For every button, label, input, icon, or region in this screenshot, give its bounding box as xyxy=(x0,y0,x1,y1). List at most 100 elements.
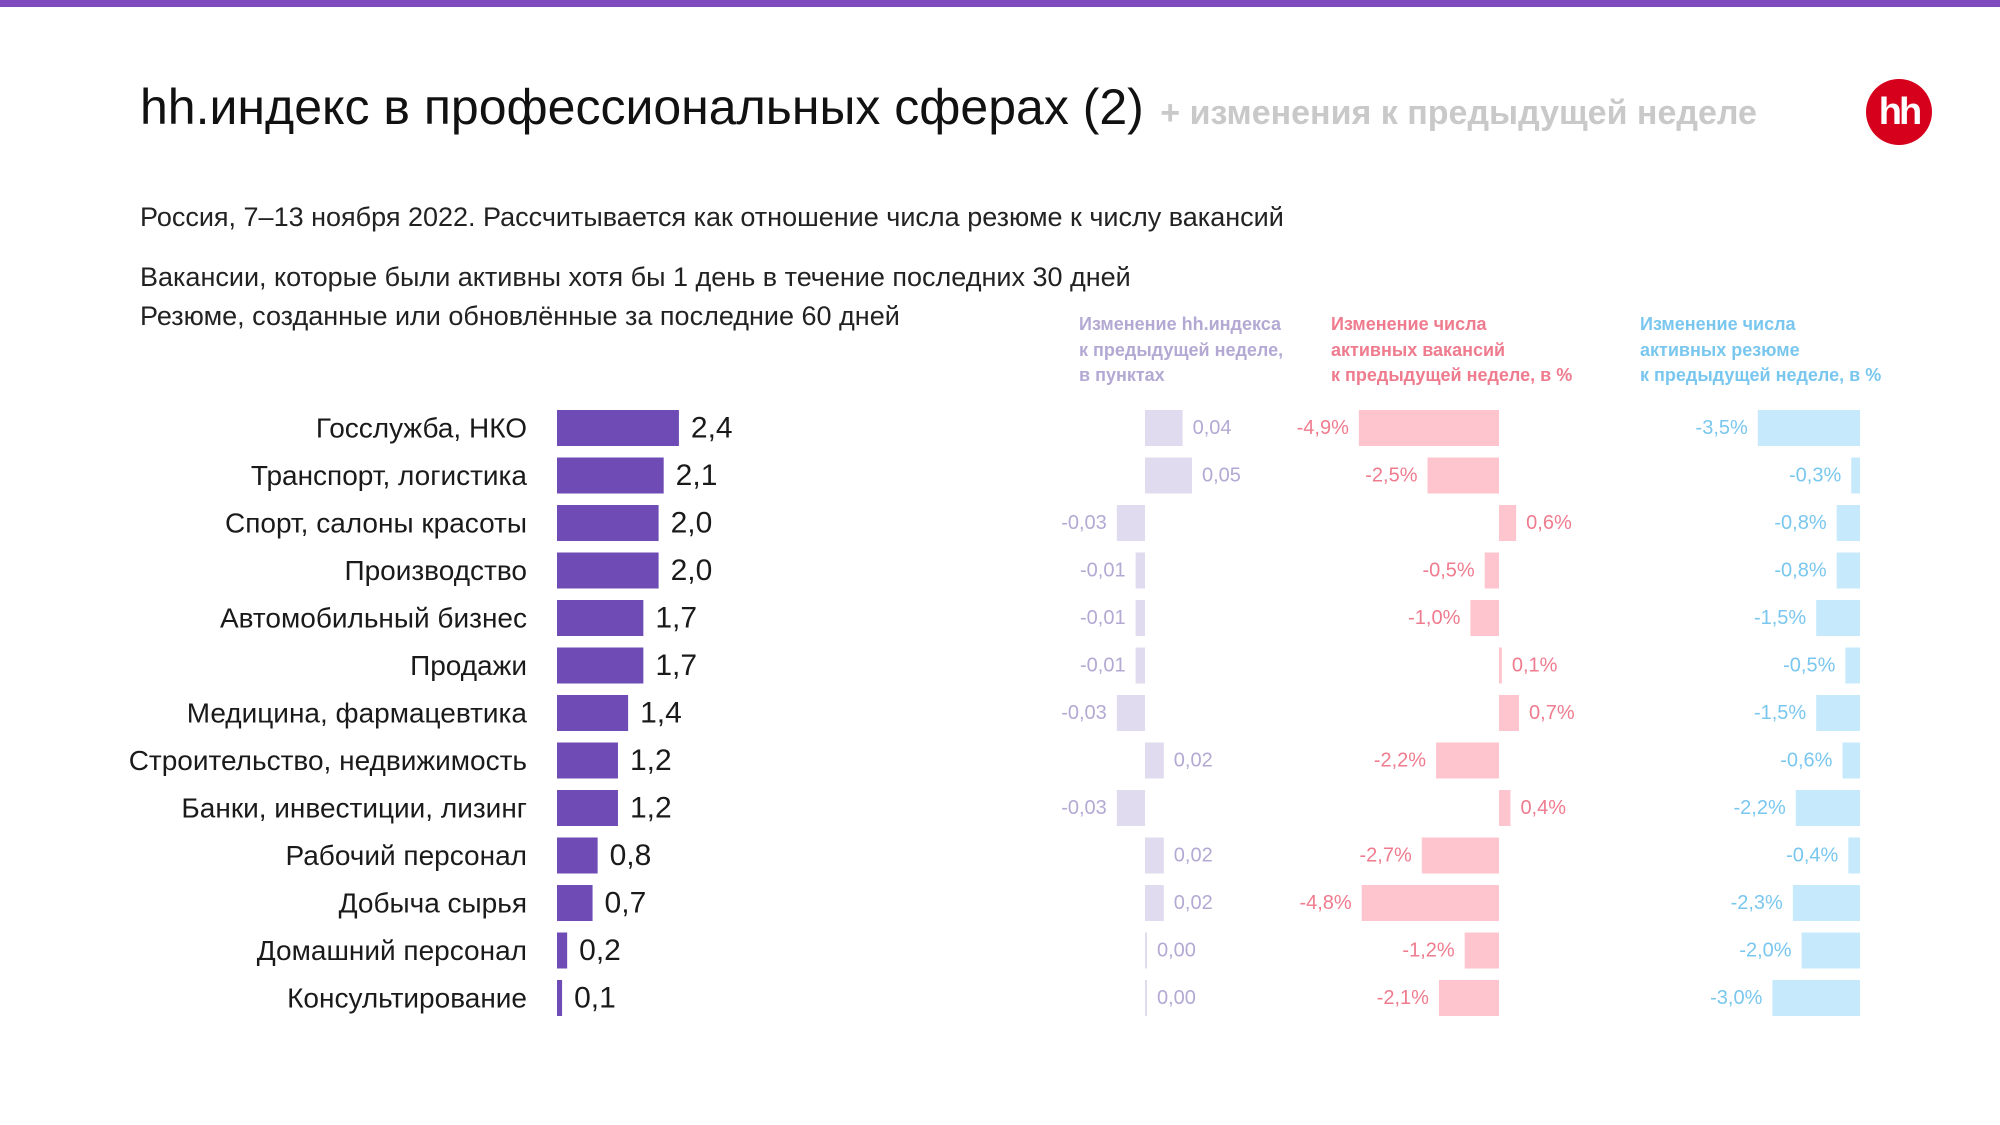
category-label: Производство xyxy=(344,555,527,586)
resumes-change-value-label: -3,0% xyxy=(1710,987,1762,1009)
index-bar xyxy=(557,742,618,779)
index-change-value-label: 0,00 xyxy=(1157,987,1196,1009)
index-change-value-label: 0,02 xyxy=(1174,750,1213,772)
resumes-change-value-label: -0,4% xyxy=(1786,845,1838,867)
resumes-change-bar xyxy=(1816,695,1860,731)
resumes-change-value-label: -1,5% xyxy=(1754,607,1806,629)
resumes-change-bar xyxy=(1842,742,1860,779)
resumes-change-value-label: -0,8% xyxy=(1774,560,1826,582)
category-label: Транспорт, логистика xyxy=(251,460,528,491)
vacancies-change-title-line: Изменение числа xyxy=(1331,314,1487,334)
category-label: Банки, инвестиции, лизинг xyxy=(181,793,527,824)
resumes-change-bar xyxy=(1836,505,1860,541)
vacancies-change-bar xyxy=(1436,742,1499,779)
resumes-change-value-label: -1,5% xyxy=(1754,702,1806,724)
resumes-change-value-label: -0,8% xyxy=(1774,512,1826,534)
index-change-value-label: -0,01 xyxy=(1080,655,1126,677)
index-bar xyxy=(557,600,644,636)
index-change-bar xyxy=(1135,600,1145,636)
resumes-change-bar xyxy=(1836,552,1860,589)
subtitle-resumes-note: Резюме, созданные или обновлённые за пос… xyxy=(140,301,900,331)
category-label: Спорт, салоны красоты xyxy=(225,508,527,539)
subtitle-period: Россия, 7–13 ноября 2022. Рассчитывается… xyxy=(140,202,1284,232)
resumes-change-bar xyxy=(1772,980,1860,1016)
resumes-change-bar xyxy=(1757,410,1860,446)
hh-logo: hh xyxy=(1866,79,1932,145)
index-value-label: 0,2 xyxy=(579,934,621,967)
vacancies-change-value-label: -1,2% xyxy=(1402,940,1454,962)
resumes-change-bar xyxy=(1801,932,1860,969)
index-change-value-label: -0,03 xyxy=(1061,512,1107,534)
index-change-bar xyxy=(1145,932,1147,969)
index-bar xyxy=(557,980,563,1016)
index-change-value-label: -0,01 xyxy=(1080,560,1126,582)
resumes-change-value-label: -0,6% xyxy=(1780,750,1832,772)
resumes-change-panel-title: Изменение числа активных резюме к предыд… xyxy=(1640,312,1900,389)
vacancies-change-bar xyxy=(1421,837,1499,874)
resumes-change-value-label: -3,5% xyxy=(1696,417,1748,439)
vacancies-change-bar xyxy=(1438,980,1499,1016)
top-accent-bar xyxy=(0,0,2000,7)
index-bar xyxy=(557,410,679,446)
resumes-change-bar xyxy=(1845,647,1860,684)
page-title-suffix: + изменения к предыдущей неделе xyxy=(1160,94,1757,132)
resumes-change-title-line: активных резюме xyxy=(1640,339,1800,360)
resumes-change-value-label: -0,5% xyxy=(1783,655,1835,677)
vacancies-change-value-label: -4,8% xyxy=(1299,892,1351,914)
index-value-label: 2,0 xyxy=(671,554,713,587)
index-value-label: 2,4 xyxy=(691,412,733,445)
index-change-value-label: 0,04 xyxy=(1193,417,1232,439)
vacancies-change-value-label: -2,1% xyxy=(1377,987,1429,1009)
vacancies-change-bar xyxy=(1499,790,1511,826)
index-change-bar xyxy=(1135,552,1145,589)
category-label: Продажи xyxy=(410,650,527,681)
vacancies-change-panel-title: Изменение числа активных вакансий к пред… xyxy=(1331,312,1591,389)
vacancies-change-value-label: -2,5% xyxy=(1365,465,1417,487)
resumes-change-title-line: к предыдущей неделе, в % xyxy=(1640,365,1882,385)
index-change-bar xyxy=(1145,837,1164,874)
index-change-bar xyxy=(1116,695,1145,731)
index-change-bar xyxy=(1145,410,1183,446)
index-value-label: 1,7 xyxy=(655,602,697,635)
vacancies-change-value-label: -0,5% xyxy=(1422,560,1474,582)
index-bar xyxy=(557,505,659,541)
vacancies-change-bar xyxy=(1499,647,1502,684)
page-title: hh.индекс в профессиональных сферах (2) xyxy=(140,79,1144,135)
vacancies-change-bar xyxy=(1427,457,1499,494)
category-label: Добыча сырья xyxy=(339,888,527,919)
vacancies-change-bar xyxy=(1464,932,1499,969)
index-change-bar xyxy=(1145,457,1192,494)
vacancies-change-value-label: -1,0% xyxy=(1408,607,1460,629)
index-bar xyxy=(557,695,629,731)
resumes-change-value-label: -0,3% xyxy=(1789,465,1841,487)
resumes-change-bar xyxy=(1848,837,1860,874)
category-label: Медицина, фармацевтика xyxy=(187,698,528,729)
subtitle-vacancies-note: Вакансии, которые были активны хотя бы 1… xyxy=(140,262,1131,292)
vacancies-change-bar xyxy=(1361,885,1499,921)
category-label: Рабочий персонал xyxy=(285,840,527,871)
index-change-title-line: Изменение hh.индекса xyxy=(1079,314,1281,334)
index-value-label: 0,1 xyxy=(574,982,616,1015)
index-change-value-label: 0,02 xyxy=(1174,845,1213,867)
index-value-label: 1,4 xyxy=(640,697,682,730)
index-value-label: 0,8 xyxy=(610,839,652,872)
category-label: Госслужба, НКО xyxy=(316,413,527,444)
index-bar xyxy=(557,885,593,921)
index-change-value-label: 0,05 xyxy=(1202,465,1241,487)
index-bar xyxy=(557,932,568,969)
vacancies-change-bar xyxy=(1484,552,1499,589)
category-label: Консультирование xyxy=(287,983,527,1014)
index-change-bar xyxy=(1116,505,1145,541)
vacancies-change-value-label: -2,2% xyxy=(1374,750,1426,772)
vacancies-change-bar xyxy=(1358,410,1499,446)
index-change-panel-title: Изменение hh.индекса к предыдущей неделе… xyxy=(1079,312,1339,389)
category-label: Строительство, недвижимость xyxy=(129,745,527,776)
vacancies-change-value-label: -2,7% xyxy=(1360,845,1412,867)
index-bar xyxy=(557,837,598,874)
index-change-value-label: 0,00 xyxy=(1157,940,1196,962)
index-bar xyxy=(557,790,618,826)
index-change-bar xyxy=(1145,742,1164,779)
index-change-title-line: в пунктах xyxy=(1079,365,1165,385)
index-change-bar xyxy=(1116,790,1145,826)
